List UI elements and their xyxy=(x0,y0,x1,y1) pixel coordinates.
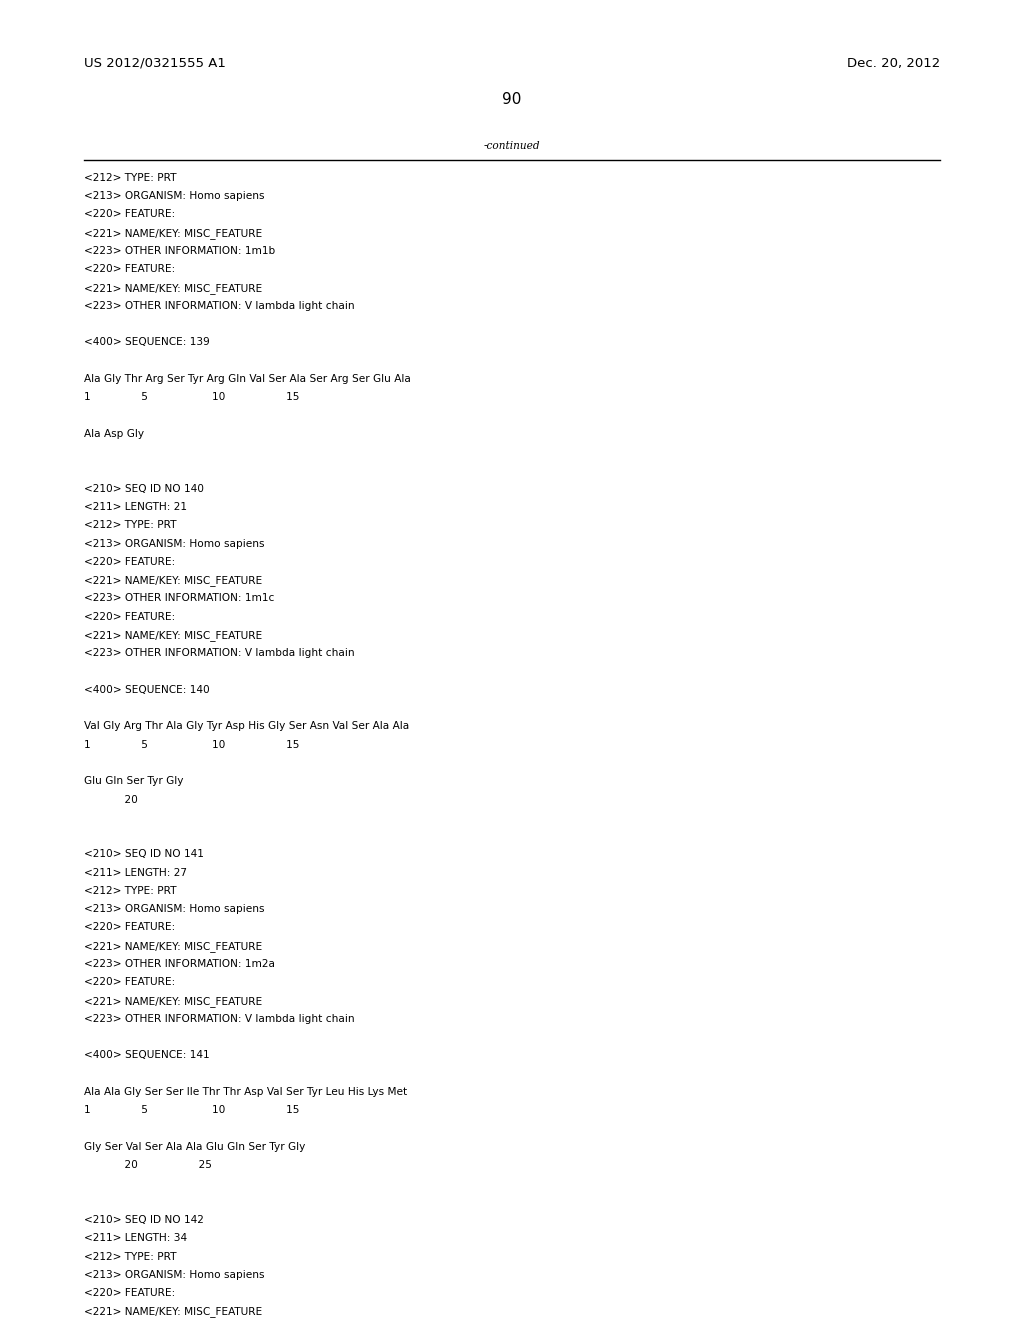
Text: <213> ORGANISM: Homo sapiens: <213> ORGANISM: Homo sapiens xyxy=(84,539,264,549)
Text: <221> NAME/KEY: MISC_FEATURE: <221> NAME/KEY: MISC_FEATURE xyxy=(84,282,262,293)
Text: Glu Gln Ser Tyr Gly: Glu Gln Ser Tyr Gly xyxy=(84,776,183,787)
Text: <212> TYPE: PRT: <212> TYPE: PRT xyxy=(84,1251,176,1262)
Text: <210> SEQ ID NO 140: <210> SEQ ID NO 140 xyxy=(84,483,204,494)
Text: <220> FEATURE:: <220> FEATURE: xyxy=(84,611,175,622)
Text: Ala Asp Gly: Ala Asp Gly xyxy=(84,429,144,438)
Text: <220> FEATURE:: <220> FEATURE: xyxy=(84,210,175,219)
Text: <213> ORGANISM: Homo sapiens: <213> ORGANISM: Homo sapiens xyxy=(84,1270,264,1280)
Text: 20                  25: 20 25 xyxy=(84,1160,212,1170)
Text: <400> SEQUENCE: 141: <400> SEQUENCE: 141 xyxy=(84,1051,210,1060)
Text: Ala Gly Thr Arg Ser Tyr Arg Gln Val Ser Ala Ser Arg Ser Glu Ala: Ala Gly Thr Arg Ser Tyr Arg Gln Val Ser … xyxy=(84,374,411,384)
Text: Ala Ala Gly Ser Ser Ile Thr Thr Asp Val Ser Tyr Leu His Lys Met: Ala Ala Gly Ser Ser Ile Thr Thr Asp Val … xyxy=(84,1088,408,1097)
Text: <223> OTHER INFORMATION: 1m2a: <223> OTHER INFORMATION: 1m2a xyxy=(84,960,275,969)
Text: <212> TYPE: PRT: <212> TYPE: PRT xyxy=(84,886,176,896)
Text: <220> FEATURE:: <220> FEATURE: xyxy=(84,264,175,275)
Text: <211> LENGTH: 27: <211> LENGTH: 27 xyxy=(84,867,187,878)
Text: Val Gly Arg Thr Ala Gly Tyr Asp His Gly Ser Asn Val Ser Ala Ala: Val Gly Arg Thr Ala Gly Tyr Asp His Gly … xyxy=(84,721,410,731)
Text: <220> FEATURE:: <220> FEATURE: xyxy=(84,977,175,987)
Text: <223> OTHER INFORMATION: 1m1b: <223> OTHER INFORMATION: 1m1b xyxy=(84,246,275,256)
Text: <400> SEQUENCE: 140: <400> SEQUENCE: 140 xyxy=(84,685,210,694)
Text: <220> FEATURE:: <220> FEATURE: xyxy=(84,1288,175,1298)
Text: <221> NAME/KEY: MISC_FEATURE: <221> NAME/KEY: MISC_FEATURE xyxy=(84,1307,262,1317)
Text: <221> NAME/KEY: MISC_FEATURE: <221> NAME/KEY: MISC_FEATURE xyxy=(84,576,262,586)
Text: 90: 90 xyxy=(503,92,521,107)
Text: <221> NAME/KEY: MISC_FEATURE: <221> NAME/KEY: MISC_FEATURE xyxy=(84,630,262,642)
Text: <211> LENGTH: 21: <211> LENGTH: 21 xyxy=(84,502,187,512)
Text: <221> NAME/KEY: MISC_FEATURE: <221> NAME/KEY: MISC_FEATURE xyxy=(84,995,262,1007)
Text: <221> NAME/KEY: MISC_FEATURE: <221> NAME/KEY: MISC_FEATURE xyxy=(84,228,262,239)
Text: 1               5                   10                  15: 1 5 10 15 xyxy=(84,392,299,403)
Text: <210> SEQ ID NO 142: <210> SEQ ID NO 142 xyxy=(84,1214,204,1225)
Text: <213> ORGANISM: Homo sapiens: <213> ORGANISM: Homo sapiens xyxy=(84,904,264,915)
Text: <220> FEATURE:: <220> FEATURE: xyxy=(84,923,175,932)
Text: 1               5                   10                  15: 1 5 10 15 xyxy=(84,1105,299,1115)
Text: <223> OTHER INFORMATION: V lambda light chain: <223> OTHER INFORMATION: V lambda light … xyxy=(84,648,354,659)
Text: Gly Ser Val Ser Ala Ala Glu Gln Ser Tyr Gly: Gly Ser Val Ser Ala Ala Glu Gln Ser Tyr … xyxy=(84,1142,305,1152)
Text: Dec. 20, 2012: Dec. 20, 2012 xyxy=(847,57,940,70)
Text: 20: 20 xyxy=(84,795,138,804)
Text: <223> OTHER INFORMATION: 1m1c: <223> OTHER INFORMATION: 1m1c xyxy=(84,594,274,603)
Text: <212> TYPE: PRT: <212> TYPE: PRT xyxy=(84,173,176,183)
Text: <221> NAME/KEY: MISC_FEATURE: <221> NAME/KEY: MISC_FEATURE xyxy=(84,941,262,952)
Text: <223> OTHER INFORMATION: V lambda light chain: <223> OTHER INFORMATION: V lambda light … xyxy=(84,1014,354,1024)
Text: <211> LENGTH: 34: <211> LENGTH: 34 xyxy=(84,1233,187,1243)
Text: US 2012/0321555 A1: US 2012/0321555 A1 xyxy=(84,57,226,70)
Text: -continued: -continued xyxy=(483,141,541,152)
Text: <212> TYPE: PRT: <212> TYPE: PRT xyxy=(84,520,176,531)
Text: <213> ORGANISM: Homo sapiens: <213> ORGANISM: Homo sapiens xyxy=(84,191,264,201)
Text: <400> SEQUENCE: 139: <400> SEQUENCE: 139 xyxy=(84,338,210,347)
Text: <210> SEQ ID NO 141: <210> SEQ ID NO 141 xyxy=(84,849,204,859)
Text: 1               5                   10                  15: 1 5 10 15 xyxy=(84,739,299,750)
Text: <220> FEATURE:: <220> FEATURE: xyxy=(84,557,175,566)
Text: <223> OTHER INFORMATION: V lambda light chain: <223> OTHER INFORMATION: V lambda light … xyxy=(84,301,354,312)
